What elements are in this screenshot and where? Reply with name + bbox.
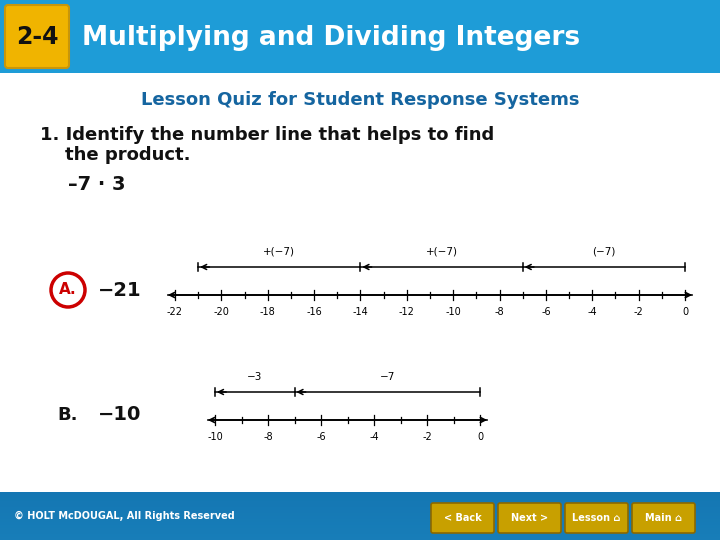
- Text: < Back: < Back: [444, 513, 482, 523]
- Text: −3: −3: [247, 372, 262, 382]
- Bar: [0, 0, 720, 73]
- Text: -6: -6: [541, 307, 551, 317]
- Text: B.: B.: [58, 406, 78, 424]
- Text: -12: -12: [399, 307, 415, 317]
- Text: -14: -14: [353, 307, 369, 317]
- Text: A.: A.: [59, 282, 77, 298]
- Bar: [0, 498, 720, 501]
- FancyBboxPatch shape: [5, 5, 69, 68]
- Text: –7 · 3: –7 · 3: [68, 176, 125, 194]
- Text: Next >: Next >: [511, 513, 548, 523]
- Text: Lesson Quiz for Student Response Systems: Lesson Quiz for Student Response Systems: [140, 91, 580, 109]
- Bar: [0, 516, 720, 519]
- Bar: [0, 501, 720, 504]
- Bar: [0, 507, 720, 510]
- Bar: [0, 495, 720, 498]
- Text: -18: -18: [260, 307, 276, 317]
- Text: +(−7): +(−7): [264, 247, 295, 257]
- Text: -10: -10: [207, 432, 223, 442]
- Text: -20: -20: [213, 307, 229, 317]
- Bar: [0, 531, 720, 534]
- Bar: [0, 534, 720, 537]
- Text: 0: 0: [477, 432, 483, 442]
- Text: −10: −10: [99, 406, 142, 424]
- Text: −7: −7: [379, 372, 395, 382]
- Text: -2: -2: [634, 307, 644, 317]
- Text: -10: -10: [445, 307, 461, 317]
- Bar: [0, 510, 720, 513]
- Text: -16: -16: [306, 307, 322, 317]
- FancyBboxPatch shape: [565, 503, 628, 533]
- Text: -8: -8: [264, 432, 273, 442]
- Bar: [0, 504, 720, 507]
- Bar: [0, 537, 720, 540]
- Bar: [0, 492, 720, 495]
- Text: -2: -2: [422, 432, 432, 442]
- Text: Multiplying and Dividing Integers: Multiplying and Dividing Integers: [82, 25, 580, 51]
- Bar: [0, 519, 720, 522]
- Text: -8: -8: [495, 307, 504, 317]
- Text: 1. Identify the number line that helps to find: 1. Identify the number line that helps t…: [40, 126, 494, 144]
- Bar: [0, 528, 720, 531]
- Text: +(−7): +(−7): [426, 247, 458, 257]
- Text: 2-4: 2-4: [16, 25, 58, 49]
- Text: Lesson ⌂: Lesson ⌂: [572, 513, 621, 523]
- Text: -4: -4: [369, 432, 379, 442]
- Bar: [0, 525, 720, 528]
- Text: Main ⌂: Main ⌂: [645, 513, 682, 523]
- Text: -6: -6: [316, 432, 326, 442]
- FancyBboxPatch shape: [498, 503, 561, 533]
- Text: −21: −21: [98, 280, 142, 300]
- Text: -4: -4: [588, 307, 597, 317]
- Bar: [0, 492, 720, 540]
- Bar: [0, 513, 720, 516]
- Text: -22: -22: [167, 307, 183, 317]
- FancyBboxPatch shape: [431, 503, 494, 533]
- Text: © HOLT McDOUGAL, All Rights Reserved: © HOLT McDOUGAL, All Rights Reserved: [14, 511, 235, 521]
- Text: the product.: the product.: [40, 146, 191, 164]
- Bar: [0, 522, 720, 525]
- Text: 0: 0: [682, 307, 688, 317]
- Text: (−7): (−7): [592, 247, 616, 257]
- FancyBboxPatch shape: [632, 503, 695, 533]
